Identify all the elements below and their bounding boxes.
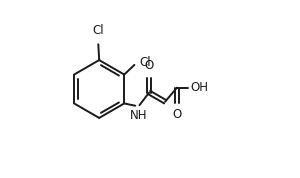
Text: O: O	[145, 59, 154, 72]
Text: Cl: Cl	[139, 56, 151, 69]
Text: OH: OH	[190, 81, 208, 94]
Text: NH: NH	[130, 109, 147, 122]
Text: Cl: Cl	[92, 24, 104, 37]
Text: O: O	[172, 108, 182, 121]
